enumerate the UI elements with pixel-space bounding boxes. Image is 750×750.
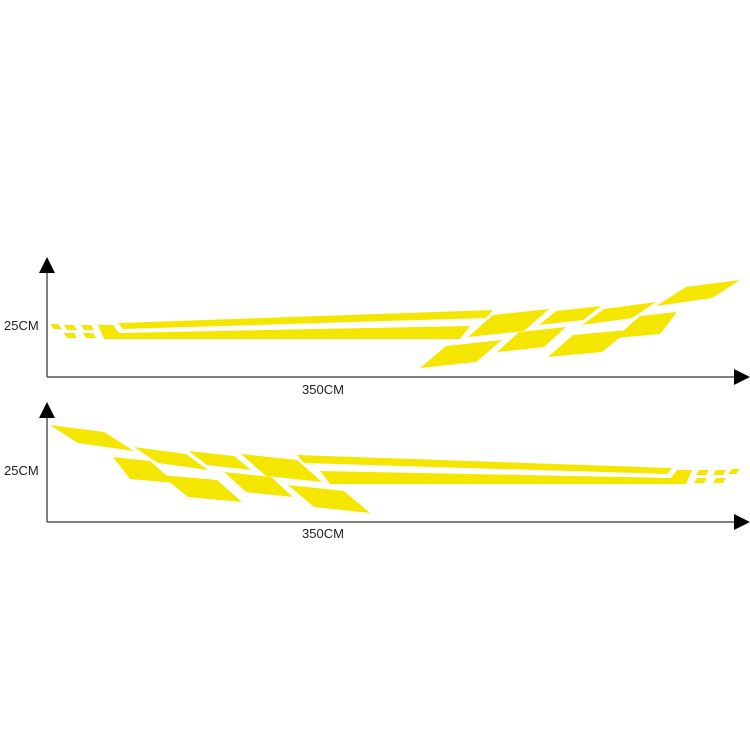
bottom-decal (50, 425, 740, 513)
top-width-label: 350CM (302, 382, 344, 397)
top-height-label: 25CM (4, 318, 39, 333)
arrow-right-icon (734, 369, 750, 385)
bottom-width-label: 350CM (302, 526, 344, 541)
arrow-up-icon (39, 257, 55, 273)
arrow-right-icon (734, 514, 750, 530)
bottom-height-label: 25CM (4, 463, 39, 478)
top-decal (50, 280, 740, 368)
arrow-up-icon (39, 402, 55, 418)
